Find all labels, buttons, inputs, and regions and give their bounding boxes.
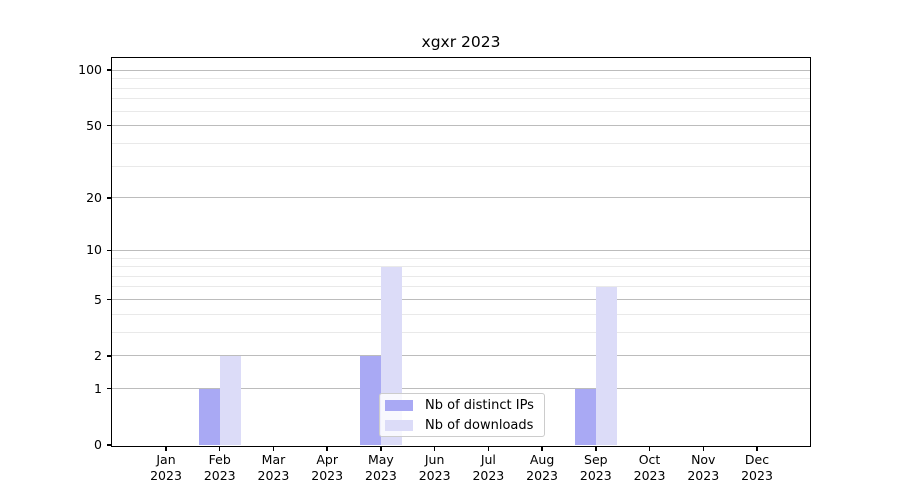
gridline-major — [112, 69, 810, 71]
gridline-minor — [112, 313, 810, 315]
x-tick-mark — [702, 446, 705, 451]
y-tick-mark — [107, 69, 112, 71]
x-tick-label: Apr 2023 — [311, 452, 344, 483]
gridline-minor — [112, 142, 810, 144]
gridline-minor — [112, 266, 810, 268]
x-tick-label: Dec 2023 — [741, 452, 773, 483]
x-tick-mark — [433, 446, 436, 451]
x-tick-label: Jan 2023 — [150, 452, 182, 483]
legend-item-distinct-ips: Nb of distinct IPs — [385, 398, 544, 413]
x-tick-label: Sep 2023 — [579, 452, 612, 483]
y-tick-label: 50 — [86, 117, 102, 133]
y-tick-label: 100 — [78, 62, 102, 78]
x-tick-mark — [756, 446, 758, 451]
x-tick-label: Jul 2023 — [472, 452, 505, 483]
y-tick-label: 20 — [86, 189, 102, 205]
gridline-minor — [112, 78, 810, 80]
x-tick-mark — [487, 446, 490, 451]
gridline-minor — [112, 87, 810, 89]
gridline-minor — [112, 98, 810, 100]
bar-distinct-ips — [198, 388, 220, 445]
gridline-major — [112, 388, 810, 390]
gridline-minor — [112, 165, 810, 167]
chart-title: xgxr 2023 — [421, 33, 501, 51]
gridline-major — [112, 299, 810, 300]
bar-downloads — [219, 355, 241, 445]
legend: Nb of distinct IPs Nb of downloads — [379, 393, 545, 437]
gridline-minor — [112, 257, 810, 259]
x-tick-label: Mar 2023 — [257, 452, 290, 483]
gridline-major — [112, 249, 810, 251]
x-tick-mark — [218, 446, 221, 451]
x-tick-label: Oct 2023 — [633, 452, 666, 483]
gridline-minor — [112, 286, 810, 288]
legend-label-distinct-ips: Nb of distinct IPs — [425, 397, 534, 413]
y-tick-label: 5 — [94, 291, 102, 307]
bar-downloads — [595, 286, 617, 445]
x-tick-mark — [380, 446, 382, 451]
x-tick-mark — [648, 446, 651, 451]
y-tick-label: 2 — [94, 347, 102, 363]
y-tick-mark — [107, 298, 112, 301]
y-tick-label: 1 — [94, 380, 102, 396]
y-tick-label: 10 — [86, 242, 102, 258]
gridline-major — [112, 125, 810, 127]
gridline-major — [112, 197, 810, 199]
x-tick-mark — [272, 446, 275, 451]
legend-swatch-distinct-ips — [385, 399, 413, 411]
bar-distinct-ips — [574, 388, 596, 445]
x-tick-mark — [165, 446, 167, 451]
gridline-minor — [112, 110, 810, 112]
y-tick-mark — [107, 355, 112, 357]
x-tick-mark — [326, 446, 328, 451]
gridline-minor — [112, 331, 810, 333]
y-tick-mark — [107, 444, 112, 446]
gridline-minor — [112, 275, 810, 277]
x-tick-label: Aug 2023 — [526, 452, 558, 483]
x-tick-mark — [595, 446, 597, 451]
legend-swatch-downloads — [385, 419, 413, 431]
y-tick-mark — [107, 249, 112, 252]
y-tick-label: 0 — [94, 437, 102, 452]
legend-item-downloads: Nb of downloads — [385, 418, 544, 433]
y-tick-mark — [107, 124, 112, 127]
x-tick-label: Jun 2023 — [418, 452, 451, 483]
x-tick-label: Nov 2023 — [687, 452, 720, 483]
gridline-major — [112, 355, 810, 357]
x-tick-label: May 2023 — [365, 452, 397, 483]
legend-label-downloads: Nb of downloads — [425, 417, 534, 433]
y-tick-mark — [107, 387, 112, 390]
x-tick-label: Feb 2023 — [203, 452, 236, 483]
x-tick-mark — [541, 446, 543, 451]
y-tick-mark — [107, 197, 112, 199]
bar-distinct-ips — [359, 355, 381, 445]
